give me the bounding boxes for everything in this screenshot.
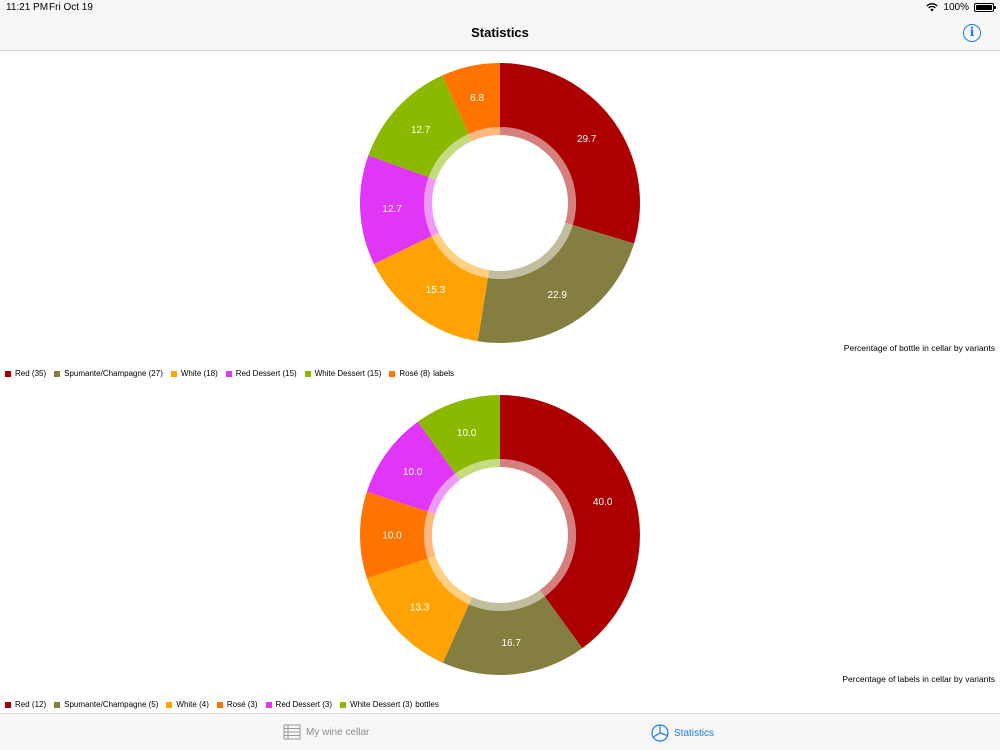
slice-red[interactable] [500, 63, 640, 244]
slice-spumante-champagne[interactable] [477, 224, 635, 343]
battery-percent: 100% [943, 2, 969, 13]
slice-inner-ring-red-dessert [423, 177, 439, 237]
legend-item-white-dessert: White Dessert (15) [304, 369, 382, 378]
legend-swatch [5, 370, 11, 377]
slice-red-dessert[interactable] [366, 421, 456, 512]
status-date: Fri Oct 19 [49, 2, 93, 13]
tab-bar: My wine cellar Statistics [0, 713, 1000, 750]
slice-white[interactable] [373, 236, 488, 342]
legend-label: White Dessert (15) [314, 369, 382, 378]
tab-label: My wine cellar [306, 726, 370, 738]
data-label-ros: 6.8 [470, 93, 484, 104]
chart-legend: Red (35) Spumante/Champagne (27) White (18… [5, 369, 454, 378]
legend-item-spumante-champagne: Spumante/Champagne (5) [54, 700, 158, 709]
slice-inner-ring-red-dessert [427, 473, 461, 514]
data-label-red: 29.7 [577, 134, 597, 145]
legend-label: Spumante/Champagne (27) [64, 369, 163, 378]
data-label-spumante-champagne: 22.9 [548, 290, 568, 301]
chart-caption: Percentage of bottle in cellar by varian… [843, 343, 995, 353]
tab-my-wine-cellar[interactable]: My wine cellar [283, 724, 369, 740]
slice-white[interactable] [366, 558, 469, 663]
legend-label: Red Dessert (3) [275, 700, 333, 709]
legend-item-red: Red (35) [5, 369, 46, 378]
slice-inner-ring-red [500, 459, 576, 597]
legend-label: Red Dessert (15) [235, 369, 297, 378]
legend-item-ros: Rosé (3) [216, 700, 258, 709]
slice-ros[interactable] [442, 63, 500, 134]
slice-inner-ring-spumante-champagne [468, 590, 545, 611]
data-label-red: 40.0 [593, 497, 613, 508]
legend-item-white-dessert: White Dessert (3) [340, 700, 412, 709]
data-label-white-dessert: 10.0 [457, 428, 477, 439]
legend-swatch [216, 701, 223, 708]
legend-label: Rosé (3) [226, 700, 258, 709]
legend-label: Red (35) [15, 369, 47, 378]
legend-item-red: Red (12) [5, 700, 46, 709]
legend-item-spumante-champagne: Spumante/Champagne (27) [54, 369, 163, 378]
legend-swatch [166, 701, 173, 708]
status-time: 11:21 PM [6, 2, 49, 13]
status-right: 100% [926, 2, 996, 13]
slice-inner-ring-white [431, 232, 490, 279]
slice-inner-ring-white-dessert [428, 133, 472, 180]
legend-swatch [54, 701, 61, 708]
data-label-spumante-champagne: 16.7 [501, 638, 521, 649]
legend-swatch [304, 370, 311, 377]
legend-label: Spumante/Champagne (5) [64, 700, 159, 709]
data-label-white-dessert: 12.7 [411, 125, 431, 136]
legend-item-red-dessert: Red Dessert (3) [265, 700, 333, 709]
slice-red-dessert[interactable] [360, 155, 432, 264]
slice-inner-ring-ros [468, 127, 500, 142]
pie-chart-icon [651, 724, 669, 742]
battery-icon [974, 3, 996, 12]
legend-suffix: labels [433, 369, 454, 378]
wifi-icon [926, 3, 939, 12]
legend-item-white: White (18) [170, 369, 218, 378]
legend-label: Red (12) [15, 700, 47, 709]
legend-label: White (18) [180, 369, 218, 378]
legend-swatch [170, 370, 177, 377]
slice-white-dessert[interactable] [417, 395, 500, 474]
legend-swatch [54, 370, 61, 377]
page-title: Statistics [471, 25, 529, 40]
chart-legend: Red (12) Spumante/Champagne (5) White (4) R… [5, 700, 439, 709]
labels-donut-chart: 40.0 16.7 13.3 10.0 10.0 10.0 [360, 395, 641, 675]
slice-inner-ring-white [427, 556, 473, 605]
legend-swatch [225, 370, 232, 377]
legend-item-red-dessert: Red Dessert (15) [225, 369, 297, 378]
data-label-red-dessert: 12.7 [382, 204, 402, 215]
info-button[interactable]: i [963, 24, 981, 42]
legend-swatch [5, 701, 11, 708]
legend-item-white: White (4) [166, 700, 209, 709]
legend-swatch [265, 701, 272, 708]
legend-swatch [389, 370, 396, 377]
data-label-red-dessert: 10.0 [403, 467, 423, 478]
legend-suffix: bottles [415, 700, 439, 709]
slice-white-dessert[interactable] [368, 75, 469, 178]
status-bar: 11:21 PM Fri Oct 19 100% [0, 0, 1000, 16]
wine-list-icon [283, 724, 301, 740]
data-label-ros: 10.0 [382, 531, 402, 542]
bottles-donut-chart: 29.7 22.9 15.3 12.7 12.7 6.8 [360, 63, 640, 343]
data-label-white: 15.3 [426, 285, 446, 296]
legend-swatch [340, 701, 347, 708]
legend-item-ros: Rosé (8) [389, 369, 430, 378]
slice-inner-ring-spumante-champagne [487, 222, 573, 279]
slice-red[interactable] [500, 395, 641, 649]
legend-label: White Dessert (3) [350, 700, 413, 709]
slice-spumante-champagne[interactable] [442, 596, 583, 675]
navigation-bar: Statistics i [0, 16, 1000, 51]
data-label-white: 13.3 [410, 603, 430, 614]
tab-statistics[interactable]: Statistics [651, 724, 714, 742]
slice-inner-ring-red [500, 127, 577, 225]
tab-label: Statistics [674, 727, 715, 739]
slice-inner-ring-white-dessert [455, 459, 500, 480]
slice-inner-ring-ros [424, 511, 436, 559]
slice-ros[interactable] [360, 491, 428, 579]
legend-label: Rosé (8) [399, 369, 431, 378]
chart-caption: Percentage of labels in cellar by varian… [842, 674, 995, 684]
legend-label: White (4) [176, 700, 209, 709]
